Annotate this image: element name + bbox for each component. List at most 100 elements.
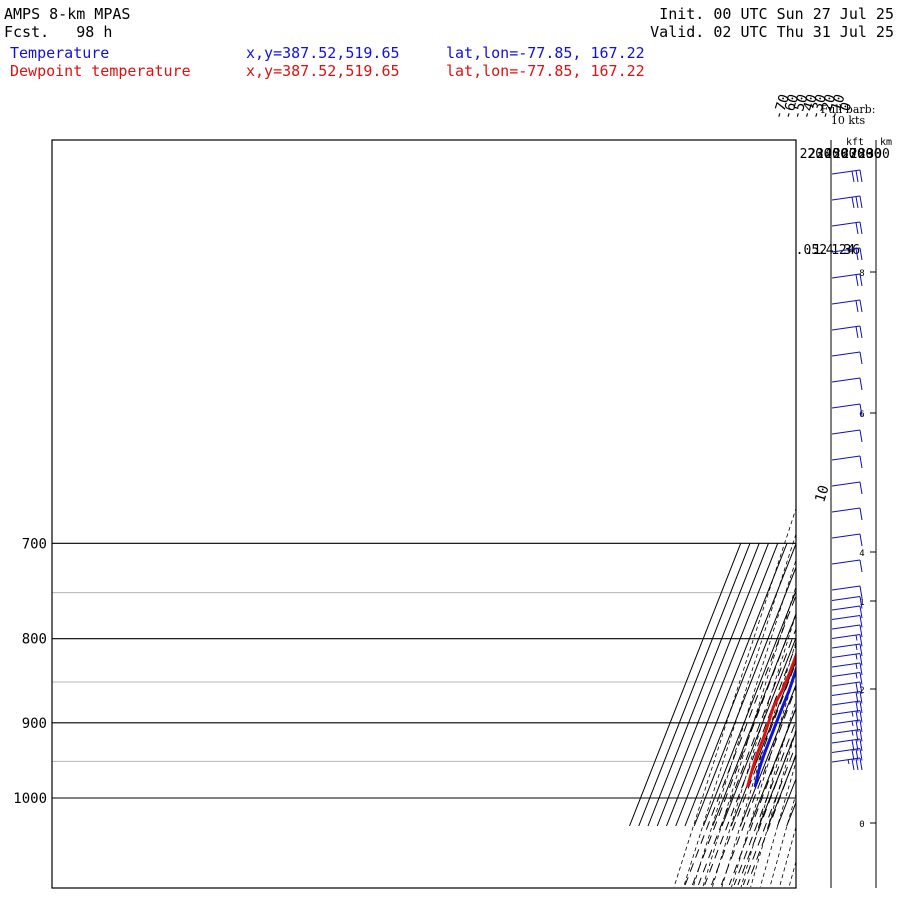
barb-flag bbox=[859, 681, 863, 695]
barb-flag bbox=[855, 682, 859, 695]
wind-barb bbox=[831, 719, 863, 733]
barb-flag bbox=[859, 596, 863, 609]
isotherm bbox=[638, 543, 751, 827]
barb-flag bbox=[859, 533, 863, 547]
wind-barb bbox=[831, 507, 863, 521]
barb-staff bbox=[831, 700, 861, 706]
barb-flag bbox=[855, 300, 859, 313]
barb-flag bbox=[859, 605, 863, 619]
barb-flag bbox=[855, 248, 859, 261]
dry-adiabat bbox=[692, 558, 796, 888]
barb-legend: Full barb: 10 kts bbox=[816, 104, 880, 126]
mixing-ratio-line bbox=[742, 742, 796, 886]
barb-staff bbox=[831, 507, 861, 513]
barb-flag bbox=[859, 757, 863, 771]
barb-flag bbox=[859, 719, 863, 733]
height-tick-label: 1 bbox=[859, 598, 864, 608]
pressure-tick-label: 700 bbox=[22, 536, 47, 552]
pressure-tick-label: 1000 bbox=[13, 791, 47, 807]
barb-flag bbox=[855, 739, 859, 752]
barb-legend-line1: Full barb: bbox=[820, 103, 876, 116]
mixing-ratio-label: .2 bbox=[811, 243, 827, 258]
wind-barb bbox=[831, 615, 863, 628]
barb-staff bbox=[831, 299, 861, 305]
barb-half-flag bbox=[855, 644, 858, 651]
wind-barb bbox=[831, 455, 863, 469]
height-tick-label: 8 bbox=[859, 269, 864, 279]
barb-half-flag bbox=[851, 730, 854, 736]
barb-flag bbox=[855, 222, 859, 235]
barb-staff bbox=[831, 247, 861, 253]
wind-barb bbox=[831, 481, 863, 495]
series-dewpoint-xy: x,y=387.52,519.65 bbox=[246, 62, 400, 80]
barb-flag bbox=[855, 720, 859, 733]
dry-adiabat bbox=[673, 507, 796, 888]
wind-barb bbox=[831, 605, 863, 619]
barb-staff bbox=[831, 643, 861, 649]
wind-barb bbox=[831, 662, 863, 676]
series-temperature-latlon: lat,lon=-77.85, 167.22 bbox=[446, 44, 645, 62]
barb-flag bbox=[855, 274, 859, 287]
barb-staff bbox=[831, 748, 861, 753]
isotherm bbox=[693, 566, 796, 827]
barb-staff bbox=[831, 585, 861, 591]
wind-barb bbox=[831, 691, 863, 704]
valid-value: 02 UTC Thu 31 Jul 25 bbox=[713, 23, 894, 41]
barb-half-flag bbox=[855, 635, 858, 641]
barb-flag bbox=[859, 429, 863, 443]
barb-flag bbox=[859, 299, 863, 313]
isotherm-label: -10 bbox=[826, 92, 849, 121]
barb-flag bbox=[859, 559, 863, 573]
barb-flag bbox=[859, 351, 863, 365]
barb-flag bbox=[859, 273, 863, 287]
plot-border bbox=[51, 139, 797, 889]
barb-flag bbox=[855, 701, 859, 714]
mixing-ratio-label: .1 bbox=[805, 243, 821, 258]
isotherm bbox=[758, 730, 796, 827]
wind-barb bbox=[831, 377, 863, 391]
wind-barb bbox=[831, 643, 863, 657]
barb-staff bbox=[831, 691, 861, 696]
barb-staff bbox=[831, 221, 861, 227]
pressure-tick-label: 900 bbox=[22, 716, 47, 732]
theta-label: 280 bbox=[850, 147, 873, 162]
isotherm bbox=[666, 543, 779, 827]
wind-barb bbox=[831, 700, 863, 714]
barb-staff bbox=[831, 455, 861, 461]
init-label: Init. bbox=[659, 5, 705, 23]
wind-barb bbox=[831, 738, 863, 752]
dewpoint-profile bbox=[746, 651, 796, 788]
mixing-ratio-line bbox=[697, 627, 796, 886]
barb-flag bbox=[851, 171, 855, 183]
mixing-ratio-line bbox=[711, 660, 796, 886]
isotherm-label: -40 bbox=[798, 92, 821, 121]
barb-staff bbox=[831, 719, 861, 725]
temperature-profile bbox=[753, 665, 796, 788]
barb-flag bbox=[859, 195, 863, 209]
barb-staff bbox=[831, 615, 861, 620]
isotherm-label: -30 bbox=[807, 92, 830, 121]
wind-barb bbox=[831, 710, 863, 723]
barb-half-flag bbox=[855, 663, 858, 670]
wind-barb bbox=[831, 351, 863, 365]
isotherm bbox=[777, 777, 796, 827]
theta-label: 270 bbox=[841, 147, 864, 162]
barb-flag bbox=[859, 507, 863, 521]
barb-flag bbox=[855, 711, 859, 723]
isotherm-label: -70 bbox=[770, 92, 793, 121]
barb-flag bbox=[859, 247, 863, 261]
barb-flag bbox=[859, 710, 863, 723]
background-grid bbox=[52, 507, 796, 888]
mixing-ratio-label: 3 bbox=[844, 243, 852, 258]
barb-flag bbox=[859, 377, 863, 391]
isotherm bbox=[675, 543, 788, 827]
forecast-hour: Fcst. 98 h bbox=[4, 23, 112, 41]
wind-barb bbox=[831, 221, 863, 235]
barb-flag bbox=[851, 759, 855, 771]
isotherm bbox=[684, 543, 796, 827]
barb-staff bbox=[831, 605, 861, 611]
theta-label: 300 bbox=[866, 147, 889, 162]
wind-barb bbox=[831, 596, 863, 609]
series-temperature-name: Temperature bbox=[10, 44, 110, 62]
barb-staff bbox=[831, 195, 861, 201]
